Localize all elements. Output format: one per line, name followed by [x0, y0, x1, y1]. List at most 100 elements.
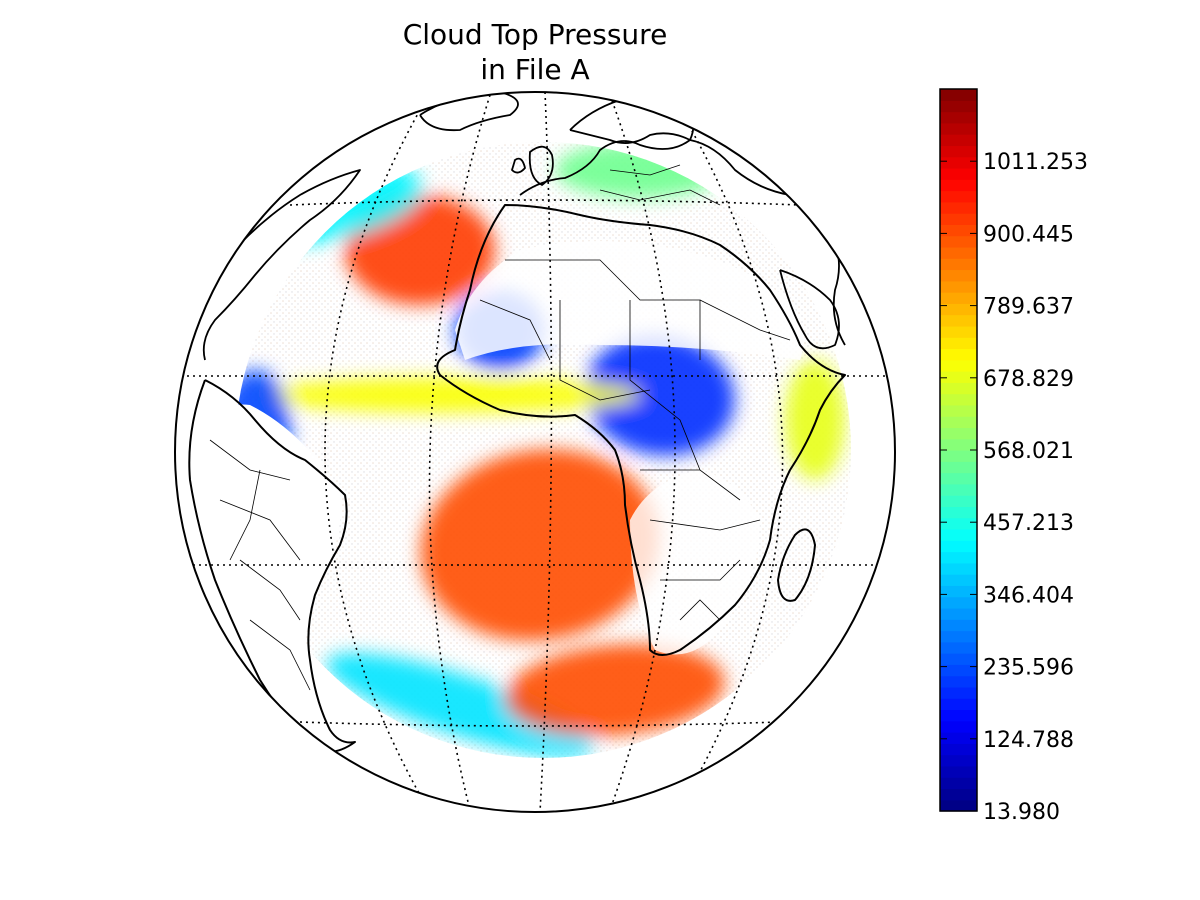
colorbar-band: [940, 765, 977, 778]
colorbar: 13.980 124.788 235.596 346.404 457.213 568.02…: [939, 88, 1088, 825]
border-line: [505, 259, 701, 360]
colorbar-band: [940, 314, 977, 327]
colorbar-band: [940, 167, 977, 180]
colorbar-tick-label: 457.213: [983, 511, 1074, 536]
border-line: [640, 469, 741, 501]
border-line: [249, 619, 311, 691]
colorbar-band: [940, 754, 977, 767]
colorbar-band: [940, 720, 977, 733]
colorbar-band: [940, 799, 977, 812]
colorbar-band: [940, 404, 977, 417]
south-america-land: [195, 404, 341, 712]
arabia-coastline: [779, 269, 840, 350]
north-africa-land: [455, 241, 804, 360]
cloud-region: [260, 377, 640, 413]
colorbar-band: [940, 551, 977, 564]
colorbar-band: [940, 585, 977, 598]
colorbar-tick-label: 568.021: [983, 439, 1074, 464]
border-line: [209, 439, 291, 481]
colorbar-band: [940, 483, 977, 496]
cloud-region: [326, 653, 594, 757]
longitude-line: [428, 94, 491, 811]
colorbar-band: [940, 562, 977, 575]
british-isles-coastline: [511, 145, 554, 186]
colorbar-band: [940, 100, 977, 113]
colorbar-band: [940, 574, 977, 586]
border-line: [219, 499, 301, 561]
border-line: [609, 164, 681, 176]
south-america-coastline: [188, 379, 356, 753]
land-masks: [195, 241, 804, 712]
colorbar-band: [940, 190, 977, 203]
colorbar-band: [940, 607, 977, 620]
colorbar-band: [940, 416, 977, 429]
cloud-region: [420, 449, 660, 641]
cloud-region: [585, 334, 735, 456]
colorbar-tick-label: 124.788: [983, 728, 1074, 753]
globe-outline: [174, 91, 896, 813]
colorbar-band: [940, 156, 977, 169]
colorbar-band: [940, 122, 977, 135]
colorbar-band: [940, 438, 977, 451]
colorbar-band: [940, 348, 977, 361]
colorbar-band: [940, 630, 977, 643]
colorbar-band: [940, 540, 977, 553]
border-line: [559, 300, 651, 401]
chart-title-line-1: Cloud Top Pressure: [403, 18, 668, 51]
colorbar-band: [940, 258, 977, 271]
colorbar-band: [940, 224, 977, 237]
colorbar-tick-label: 678.829: [983, 367, 1074, 392]
colorbar-band: [940, 201, 977, 214]
border-line: [679, 599, 721, 621]
colorbar-band: [940, 235, 977, 248]
graticule: [175, 92, 895, 812]
colorbar-band: [940, 517, 977, 530]
colorbar-band: [940, 89, 977, 101]
colorbar-band: [940, 246, 977, 259]
colorbar-tick-label: 1011.253: [983, 150, 1088, 175]
colorbar-band: [940, 145, 977, 158]
colorbar-band: [940, 528, 977, 541]
colorbar-band: [940, 213, 977, 225]
border-line: [649, 519, 761, 531]
colorbar-band: [940, 641, 977, 654]
colorbar-band: [940, 788, 977, 801]
colorbar-band: [940, 743, 977, 756]
colorbar-band: [940, 506, 977, 519]
colorbar-band: [940, 596, 977, 609]
colorbar-band: [940, 337, 977, 350]
colorbar-band: [940, 393, 977, 406]
colorbar-tick-label: 235.596: [983, 656, 1074, 681]
colorbar-band: [940, 280, 977, 293]
colorbar-band: [940, 686, 977, 699]
colorbar-band: [940, 134, 977, 147]
border-line: [599, 189, 721, 206]
colorbar-tick-label: 900.445: [983, 222, 1074, 247]
colorbar-band: [940, 359, 977, 372]
madagascar-coastline: [777, 528, 816, 602]
colorbar-tick-label: 789.637: [983, 295, 1074, 320]
colorbar-band: [940, 450, 977, 462]
africa-coastline: [436, 204, 846, 656]
colorbar-band: [940, 777, 977, 790]
colorbar-band: [940, 303, 977, 316]
colorbar-band: [940, 461, 977, 474]
colorbar-band: [940, 111, 977, 124]
globe: [174, 91, 896, 813]
colorbar-band: [940, 427, 977, 440]
colorbar-gradient: [940, 89, 977, 812]
colorbar-band: [940, 495, 977, 508]
south-africa-land: [630, 470, 760, 655]
colorbar-band: [940, 371, 977, 383]
colorbar-band: [940, 675, 977, 688]
colorbar-band: [940, 382, 977, 395]
border-line: [479, 299, 551, 361]
cloud-region: [505, 644, 725, 736]
colorbar-band: [940, 325, 977, 338]
border-line: [629, 300, 701, 471]
border-line: [239, 559, 301, 621]
colorbar-band: [940, 269, 977, 282]
colorbar-tick-label: 346.404: [983, 583, 1074, 608]
colorbar-band: [940, 472, 977, 485]
